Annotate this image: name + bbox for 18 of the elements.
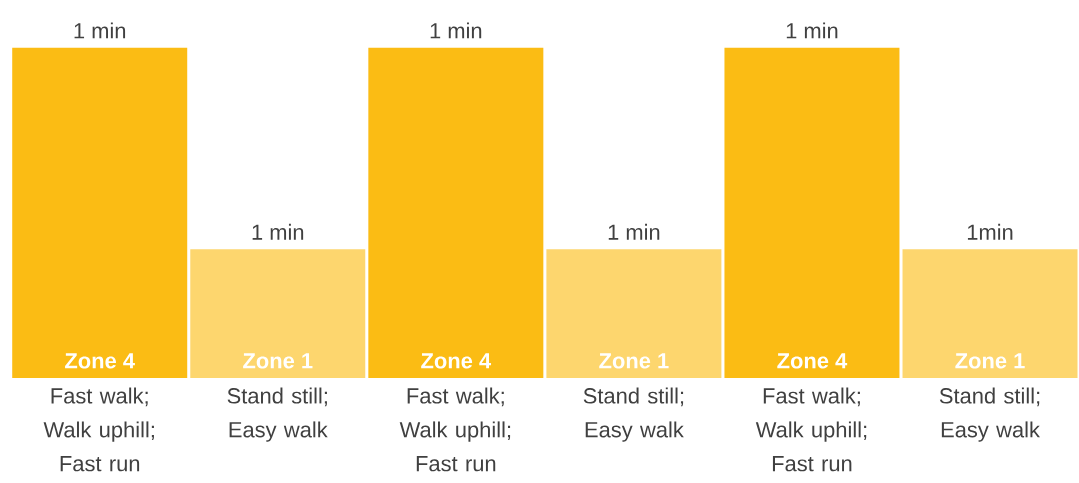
x-tick-label: Fast walk; Walk uphill; Fast run bbox=[399, 387, 511, 472]
series-label: Zone 1 bbox=[243, 353, 313, 369]
text: Zone 4 bbox=[777, 353, 848, 369]
annotation: 1min bbox=[967, 223, 1013, 240]
text: 1 min bbox=[430, 22, 482, 39]
annotation: 1 min bbox=[252, 223, 304, 240]
text: Zone 1 bbox=[955, 353, 1025, 369]
x-tick-label: Stand still; Easy walk bbox=[939, 387, 1040, 442]
x-tick-label: Fast walk; Walk uphill; Fast run bbox=[755, 387, 867, 472]
x-tick-label: Stand still; Easy walk bbox=[227, 387, 328, 442]
x-tick-label: Fast walk; Walk uphill; Fast run bbox=[43, 387, 154, 472]
text: Zone 1 bbox=[599, 353, 669, 369]
text: 1 min bbox=[74, 22, 126, 39]
text: 1 min bbox=[786, 22, 838, 39]
series-label: Zone 4 bbox=[65, 353, 135, 369]
x-tick-label: Stand still; Easy walk bbox=[583, 387, 684, 442]
text: Zone 4 bbox=[421, 353, 492, 369]
annotation: 1 min bbox=[608, 223, 660, 240]
